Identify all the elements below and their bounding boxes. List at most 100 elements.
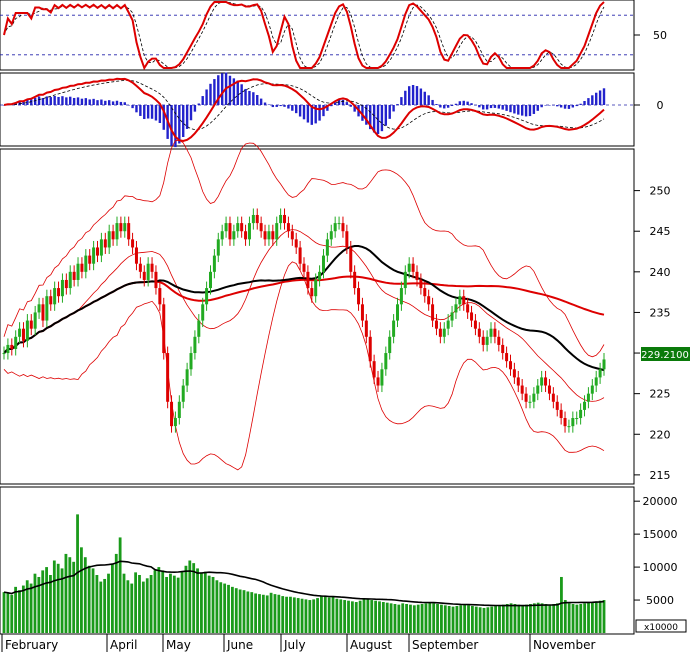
candle-body	[107, 231, 111, 248]
candle-body	[466, 304, 470, 313]
price-tick-label: 240	[650, 266, 671, 279]
volume-bar	[184, 565, 188, 633]
volume-bar	[575, 604, 579, 633]
candle-body	[41, 304, 45, 321]
candle-body	[497, 336, 501, 345]
panel-frames	[0, 0, 635, 635]
volume-bar	[76, 514, 79, 633]
macd-histogram-bar	[69, 96, 72, 105]
volume-bar	[180, 571, 184, 633]
volume-bar	[571, 604, 575, 633]
candle-body	[524, 393, 528, 402]
macd-histogram-bar	[18, 100, 21, 105]
candle-body	[357, 288, 361, 305]
macd-panel	[0, 72, 634, 148]
candle-body	[516, 377, 520, 386]
macd-histogram-bar	[411, 85, 415, 105]
volume-bar	[110, 563, 114, 633]
macd-histogram-bar	[189, 105, 193, 121]
macd-histogram-bar	[517, 105, 520, 115]
macd-histogram-bar	[591, 95, 594, 105]
candle-body	[49, 296, 53, 305]
candle-body	[240, 223, 244, 232]
candle-body	[512, 369, 516, 378]
volume-bar	[95, 575, 99, 633]
macd-histogram-bar	[337, 99, 341, 105]
candle-body	[384, 353, 388, 370]
macd-histogram-bar	[178, 105, 181, 144]
candle-body	[123, 223, 127, 232]
volume-bar	[277, 594, 281, 633]
macd-histogram-bar	[61, 96, 64, 105]
candle-body	[294, 239, 298, 248]
candle-body	[368, 336, 372, 362]
volume-bar	[246, 591, 250, 633]
volume-bar	[49, 575, 52, 633]
volume-bar	[467, 605, 470, 633]
candle-body	[399, 288, 403, 305]
macd-histogram-bar	[92, 98, 95, 105]
volume-bar	[563, 600, 567, 633]
volume-bar	[486, 607, 490, 633]
volume-bar	[300, 598, 304, 633]
ma20-line	[3, 229, 605, 402]
volume-bar	[335, 598, 339, 633]
candle-body	[407, 263, 411, 272]
volume-bar	[14, 586, 18, 633]
macd-histogram-bar	[197, 103, 201, 105]
candle-body	[438, 328, 442, 337]
volume-bar	[323, 596, 327, 633]
candle-body	[25, 320, 29, 341]
volume-bar	[242, 590, 246, 633]
candle-body	[208, 271, 212, 289]
candle-body	[360, 304, 364, 321]
volume-bar	[165, 576, 168, 633]
candle-body	[193, 336, 197, 354]
volume-bar	[273, 594, 277, 633]
candle-body	[279, 214, 283, 224]
macd-histogram-bar	[559, 105, 563, 108]
macd-histogram-bar	[326, 105, 329, 111]
volume-bar	[126, 580, 130, 633]
volume-bar	[343, 600, 347, 633]
candle-body	[2, 353, 6, 355]
candle-body	[392, 320, 396, 337]
macd-histogram-bar	[380, 105, 384, 132]
macd-histogram-bar	[548, 105, 551, 106]
candle-body	[493, 328, 497, 337]
candle-body	[321, 255, 325, 272]
volume-bar	[459, 605, 463, 633]
price-panel	[2, 139, 606, 471]
volume-bar	[33, 573, 37, 633]
macd-histogram-bar	[458, 101, 462, 105]
candle-body	[442, 328, 446, 337]
volume-bar	[203, 571, 207, 633]
volume-bar	[350, 601, 354, 633]
volume-bar	[64, 553, 68, 633]
volume-bar	[138, 575, 141, 633]
candle-body	[80, 263, 84, 272]
macd-histogram-bar	[22, 101, 25, 105]
candle-body	[29, 320, 33, 329]
macd-histogram-bar	[595, 92, 598, 105]
macd-histogram-bar	[427, 95, 430, 105]
candle-body	[314, 279, 318, 297]
macd-histogram-bar	[404, 90, 407, 105]
month-label: June	[226, 638, 253, 652]
candle-body	[259, 223, 263, 232]
candle-body	[189, 353, 193, 370]
macd-histogram-bar	[563, 105, 567, 109]
candle-body	[220, 231, 224, 240]
candle-body	[579, 409, 583, 419]
macd-histogram-bar	[462, 100, 465, 105]
volume-bar	[114, 553, 118, 633]
volume-bar	[498, 605, 501, 633]
macd-histogram-bar	[528, 105, 532, 117]
macd-histogram-bar	[182, 105, 185, 137]
candle-body	[255, 214, 259, 224]
candle-body	[88, 255, 92, 264]
volume-bar	[463, 604, 467, 633]
volume-panel	[2, 514, 606, 633]
stoch-d-line	[3, 1, 605, 69]
candle-body	[563, 418, 567, 427]
